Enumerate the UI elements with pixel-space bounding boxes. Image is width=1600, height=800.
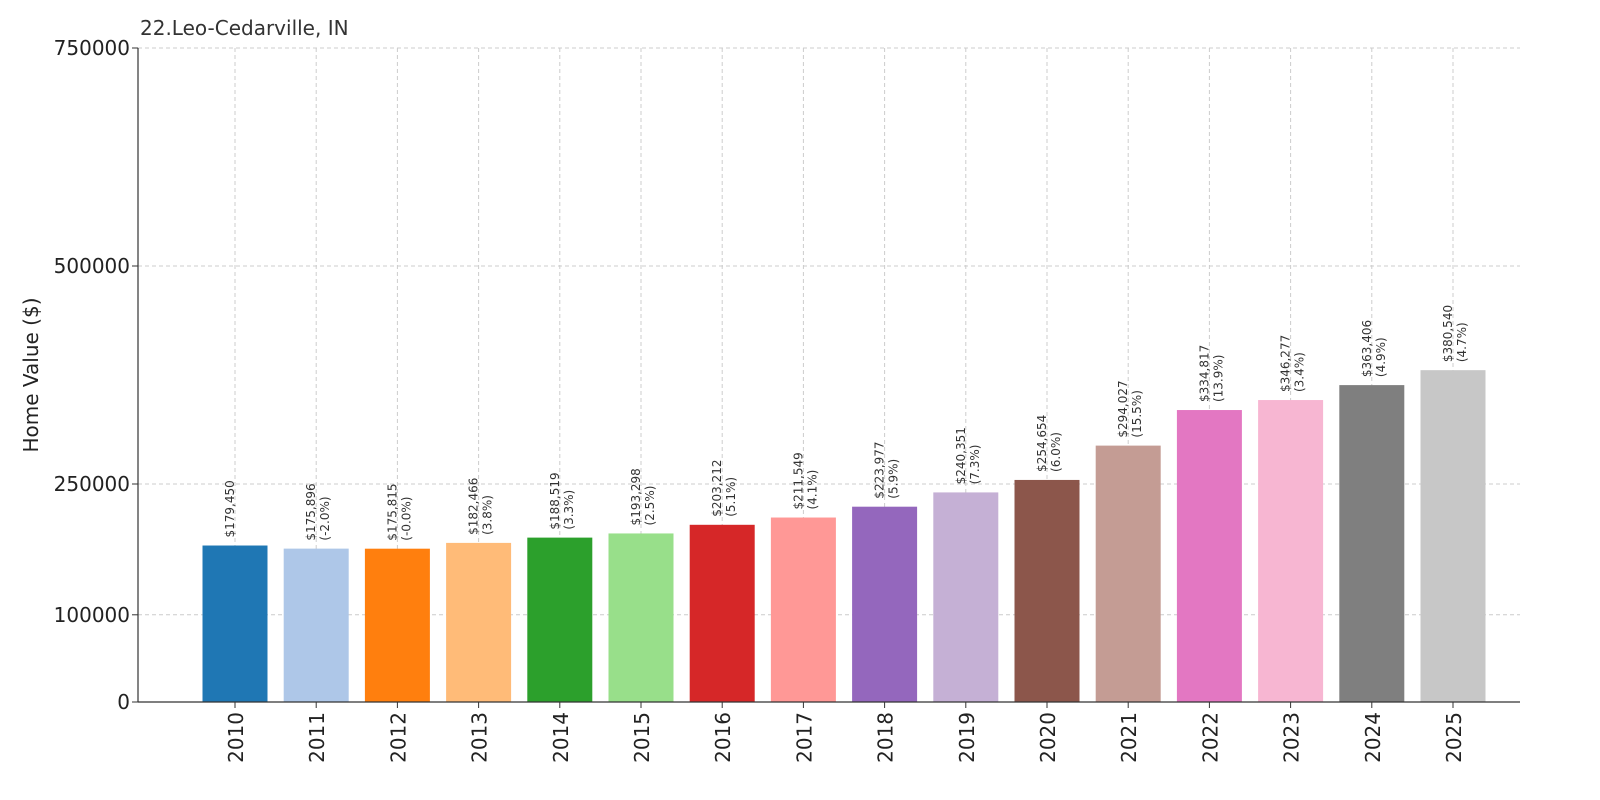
bar-value-label: $175,815(-0.0%) [385,483,413,540]
bar-value-label: $254,654(6.0%) [1035,415,1063,472]
bar-value-label: $380,540(4.7%) [1441,305,1469,362]
bar-change-label: (-2.0%) [318,496,332,540]
bar-2018 [852,506,918,702]
x-tick-label: 2011 [305,712,329,763]
bar-2014 [527,537,593,702]
bar-2019 [933,492,999,702]
x-tick-label: 2020 [1036,712,1060,763]
bar-change-label: (3.4%) [1293,352,1307,392]
y-tick-label: 0 [117,690,130,714]
bar-2010 [202,545,268,702]
bar-2015 [608,533,674,702]
y-tick-label: 750000 [54,36,130,60]
bar-2023 [1258,400,1324,702]
y-tick-label: 500000 [54,254,130,278]
bar-value-label: $188,519(3.3%) [548,472,576,529]
bar-value-label: $346,277(3.4%) [1279,335,1307,392]
bar-2011 [283,548,349,702]
bar-change-label: (13.9%) [1211,355,1225,402]
bar-change-label: (5.1%) [724,477,738,517]
bar-change-label: (2.5%) [643,486,657,526]
x-tick-label: 2014 [549,712,573,763]
bar-change-label: (6.0%) [1049,432,1063,472]
bar-2016 [689,524,755,702]
bar-change-label: (-0.0%) [399,497,413,541]
x-tick-label: 2016 [711,712,735,763]
bar-value-label: $193,298(2.5%) [629,468,657,525]
bar-2021 [1095,445,1161,702]
bar-2024 [1339,385,1405,702]
bar-change-label: (3.8%) [481,495,495,535]
chart-title: 22.Leo-Cedarville, IN [140,16,349,40]
bar-change-label: (4.7%) [1455,322,1469,362]
x-tick-label: 2012 [386,712,410,763]
bar-change-label: (3.3%) [562,490,576,530]
x-tick-label: 2022 [1198,712,1222,763]
bar-2025 [1420,370,1486,702]
y-axis-label: Home Value ($) [19,297,43,452]
y-tick-label: 100000 [54,603,130,627]
bar-2013 [446,542,512,702]
bar-change-label: (4.1%) [805,470,819,510]
bar-change-label: (5.9%) [887,459,901,499]
x-tick-label: 2010 [224,712,248,763]
bar-value-label: $179,450 [223,480,237,537]
bar-value-label: $211,549(4.1%) [791,452,819,509]
bar-2012 [364,548,430,702]
bar-value-label: $223,977(5.9%) [873,441,901,498]
bar-2017 [770,517,836,702]
bar-value-label: $334,817(13.9%) [1197,345,1225,402]
bar-2020 [1014,479,1080,702]
bar-value-label: $363,406(4.9%) [1360,320,1388,377]
x-tick-label: 2017 [792,712,816,763]
bar-value-label: $175,896(-2.0%) [304,483,332,540]
y-tick-label: 250000 [54,472,130,496]
bar-2022 [1176,410,1242,702]
bar-change-label: (15.5%) [1130,390,1144,437]
x-tick-label: 2013 [468,712,492,763]
x-tick-label: 2018 [874,712,898,763]
x-tick-label: 2019 [955,712,979,763]
x-tick-label: 2023 [1280,712,1304,763]
bar-change-label: (4.9%) [1374,337,1388,377]
x-tick-label: 2015 [630,712,654,763]
bar-change-label: (7.3%) [968,445,982,485]
bar-value-label: $203,212(5.1%) [710,460,738,517]
bar-value-label: $294,027(15.5%) [1116,380,1144,437]
x-tick-label: 2024 [1361,712,1385,763]
bar-value-label: $240,351(7.3%) [954,427,982,484]
x-tick-label: 2021 [1117,712,1141,763]
x-tick-label: 2025 [1442,712,1466,763]
bar-value-label: $182,466(3.8%) [467,478,495,535]
